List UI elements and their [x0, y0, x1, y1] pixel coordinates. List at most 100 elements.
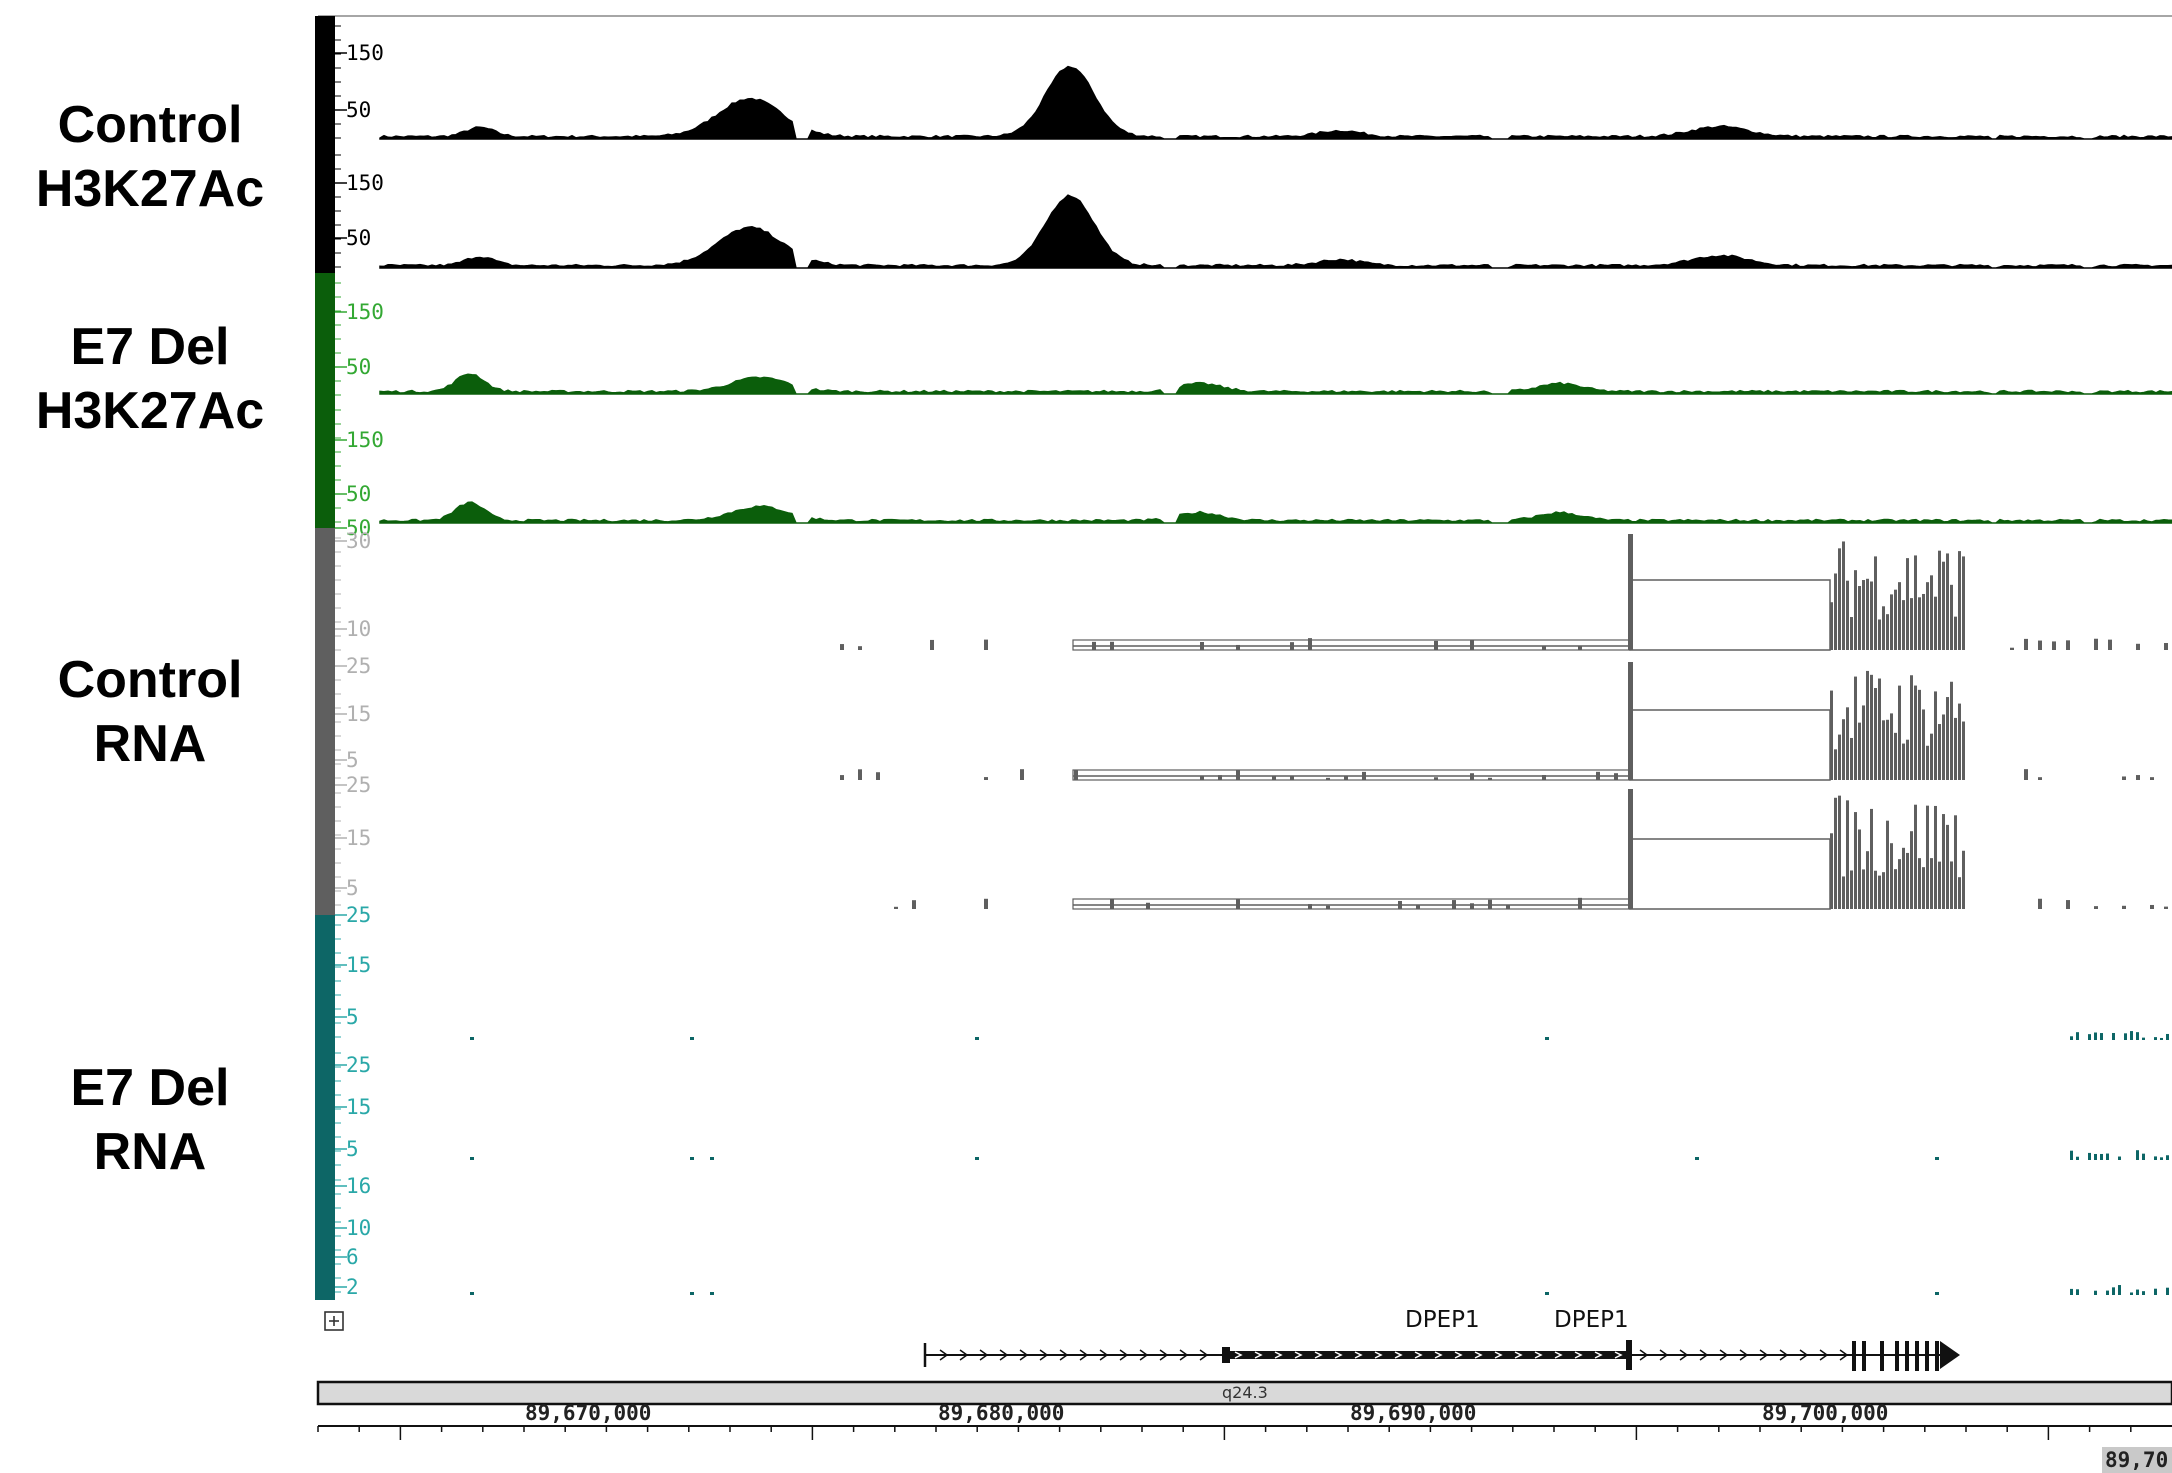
track-ctrl-rna-3[interactable]: 25 15 5 [315, 773, 2168, 915]
coverage-bar [2124, 1033, 2127, 1040]
coverage-bar [1878, 678, 1881, 780]
tracks-layer: 1505015050150501505050301025155251552515… [315, 15, 2172, 1300]
strand-arrow [1574, 1351, 1583, 1359]
axis-tick-label: 50 [346, 516, 371, 540]
track-e7-rna-1[interactable]: 25 15 5 [315, 903, 2169, 1043]
gene-exon [1626, 1340, 1632, 1370]
coverage-bar [1870, 808, 1873, 909]
gene-exon [1905, 1341, 1909, 1371]
group-label-line: H3K27Ac [35, 382, 265, 440]
coverage-bar [2070, 1288, 2073, 1295]
track-ctrl-k27-1[interactable]: 150 50 [315, 16, 2172, 145]
coverage-bar [1834, 797, 1837, 909]
coverage-bar [1842, 541, 1845, 650]
coverage-bar [2094, 906, 2098, 909]
axis-tick-label: 5 [346, 1005, 359, 1029]
axis-tick-label: 50 [346, 355, 371, 379]
gene-exon [1880, 1341, 1884, 1371]
strand-arrow [1234, 1351, 1243, 1359]
coverage-bar [1954, 717, 1957, 780]
coverage-bar [1695, 1157, 1699, 1160]
track-color-bar [315, 145, 335, 273]
track-color-bar [315, 273, 335, 400]
coverage-bar [470, 1157, 474, 1160]
track-ctrl-rna-2[interactable]: 25 15 5 [315, 654, 2154, 783]
gene-exon [1915, 1341, 1919, 1371]
coverage-bar [1938, 724, 1941, 780]
coverage-bar [1914, 804, 1917, 909]
coverage-bar [1886, 820, 1889, 909]
axis-tick-label: 10 [346, 1216, 371, 1240]
axis-tick-label: 15 [346, 1095, 371, 1119]
plus-box-icon[interactable] [324, 1311, 344, 1331]
coverage-bar [1938, 550, 1941, 650]
coverage-bar [1470, 773, 1474, 780]
coverage-bar [1882, 606, 1885, 650]
track-color-bar [315, 528, 335, 656]
coverage-bar [2154, 1156, 2157, 1160]
coverage-bar [2136, 1150, 2139, 1160]
axis-tick-label: 150 [346, 41, 384, 65]
coverage-bar [1918, 689, 1921, 780]
coverage-bar [2024, 769, 2028, 780]
coverage-bar [1326, 905, 1330, 909]
axis-tick-label: 150 [346, 300, 384, 324]
coverage-bar [1842, 876, 1845, 909]
gene-label-dpep1: DPEP1 [1554, 1307, 1629, 1333]
track-e7-rna-3[interactable]: 16 10 6 2 [315, 1170, 2169, 1300]
coverage-bar [2136, 775, 2140, 780]
strand-arrow [1119, 1349, 1129, 1361]
coverage-bar [1930, 575, 1933, 650]
strand-arrow [1159, 1349, 1169, 1361]
signal-area [379, 501, 2172, 524]
coverage-bar [1290, 776, 1294, 780]
coverage-bar [1950, 681, 1953, 780]
strand-arrow [1039, 1349, 1049, 1361]
strand-arrow [1719, 1349, 1729, 1361]
coverage-bar [1866, 578, 1869, 650]
coverage-bar [2094, 1290, 2097, 1295]
track-e7-k27-2[interactable]: 150 50 50 [315, 400, 2172, 540]
gene-exon [1895, 1341, 1899, 1371]
coverage-bar [1236, 644, 1240, 650]
coverage-bar [1874, 870, 1877, 909]
track-color-bar [315, 1170, 335, 1300]
strand-arrow [1334, 1351, 1343, 1359]
junction-box [1629, 838, 1831, 910]
splice-box [1072, 639, 1631, 651]
coverage-bar [1910, 831, 1913, 909]
track-e7-rna-2[interactable]: 25 15 5 [315, 1043, 2169, 1170]
coverage-bar [1308, 638, 1312, 650]
ruler-label: 89,680,000 [938, 1401, 1064, 1425]
gene-exon [1862, 1341, 1866, 1371]
coverage-bar [2160, 1157, 2163, 1160]
axis-tick-label: 50 [346, 482, 371, 506]
coverage-bar [690, 1037, 694, 1040]
coverage-bar [1910, 675, 1913, 780]
track-color-bar [315, 656, 335, 783]
strand-arrow [1594, 1351, 1603, 1359]
gene-track[interactable]: DPEP1 DPEP1 [923, 1307, 1960, 1371]
ruler-edge-box [2102, 1447, 2172, 1473]
track-ctrl-rna-1[interactable]: 30 10 [315, 528, 2168, 656]
strand-arrow [999, 1349, 1009, 1361]
chromosome-ideogram[interactable]: q24.3 [316, 1380, 2172, 1406]
coordinate-ruler: 89,670,000 89,680,000 89,690,000 89,700,… [317, 1401, 2172, 1473]
coverage-bar [1946, 697, 1949, 780]
coverage-bar [2122, 905, 2126, 909]
coverage-bar [1614, 773, 1618, 780]
strand-arrow [1759, 1349, 1769, 1361]
coverage-bar [1838, 734, 1841, 780]
coverage-bar [1935, 1157, 1939, 1160]
strand-arrow [1059, 1349, 1069, 1361]
track-ctrl-k27-2[interactable]: 150 50 [315, 145, 2172, 273]
coverage-bar [1834, 573, 1837, 650]
junction-box [1629, 709, 1831, 781]
track-e7-k27-1[interactable]: 150 50 [315, 273, 2172, 400]
coverage-bar [1886, 614, 1889, 650]
coverage-bar [1934, 691, 1937, 780]
track-color-bar [315, 783, 335, 915]
group-label-e7del-rna: E7 Del RNA [0, 1056, 300, 1184]
coverage-bar [1934, 596, 1937, 650]
